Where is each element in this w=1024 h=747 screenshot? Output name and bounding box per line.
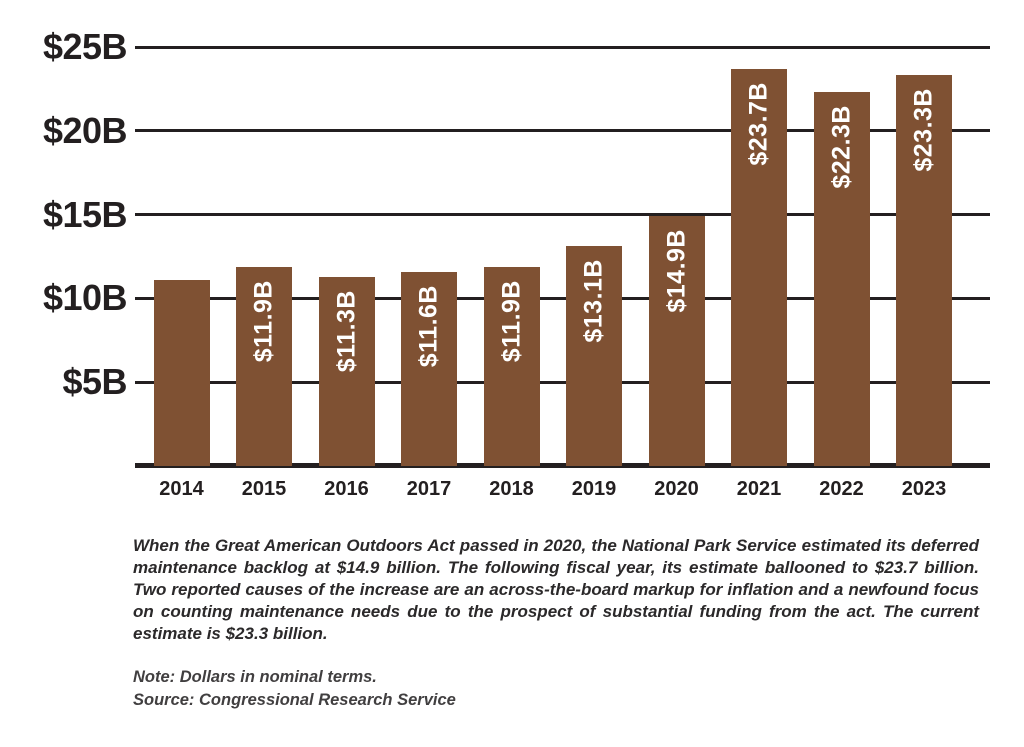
y-axis-tick-label: $15B [42, 193, 128, 235]
bar-value-label: $11.3B [332, 289, 360, 372]
x-axis-tick-label: 2018 [489, 478, 534, 500]
bar-value-label: $22.3B [827, 105, 855, 189]
x-axis-tick-label: 2016 [324, 478, 369, 500]
bar-2020: $14.9B [648, 216, 705, 466]
x-axis-tick-label: 2015 [241, 478, 287, 500]
bar-2014 [153, 279, 210, 466]
bar-value-label: $11.9B [497, 279, 525, 362]
bar-2015: $11.9B [236, 266, 292, 466]
gridline-5B [135, 380, 990, 384]
bar-2016: $11.3B [318, 276, 375, 466]
x-axis-tick-label: 2019 [571, 478, 617, 500]
x-axis-tick-label: 2020 [654, 478, 699, 500]
gridline-15B [135, 213, 990, 217]
chart-caption: When the Great American Outdoors Act pas… [133, 536, 979, 643]
bar-2017: $11.6B [401, 271, 457, 466]
x-axis-tick-label: 2023 [901, 478, 947, 500]
gridline-10B [135, 296, 990, 300]
x-axis-tick-label: 2021 [736, 478, 782, 500]
chart-note: Note: Dollars in nominal terms. [133, 668, 377, 686]
bar-value-label: $11.6B [414, 284, 443, 367]
chart-source: Source: Congressional Research Service [133, 691, 456, 709]
gridline-20B [135, 129, 990, 133]
x-axis-line [135, 463, 990, 468]
bar-2018: $11.9B [483, 266, 540, 466]
x-axis-tick-label: 2022 [819, 478, 864, 500]
y-axis-tick-label: $25B [42, 26, 128, 67]
x-axis-tick-label: 2017 [406, 478, 452, 500]
bar-value-label: $23.3B [909, 88, 938, 173]
bar-2021: $23.7B [731, 68, 787, 466]
bar-value-label: $23.7B [744, 81, 773, 166]
y-axis-tick-label: $10B [42, 277, 128, 319]
bar-2023: $23.3B [896, 75, 952, 466]
bar-2019: $13.1B [566, 246, 622, 466]
x-axis-tick-label: 2014 [159, 478, 204, 500]
bar-value-label: $13.1B [579, 259, 608, 344]
bar-value-label: $11.9B [249, 279, 278, 362]
y-axis-tick-label: $5B [62, 361, 127, 403]
gridline-25B [135, 45, 990, 49]
bar-value-label: $14.9B [662, 229, 690, 313]
bar-2022: $22.3B [813, 92, 870, 466]
y-axis-tick-label: $20B [42, 109, 128, 151]
